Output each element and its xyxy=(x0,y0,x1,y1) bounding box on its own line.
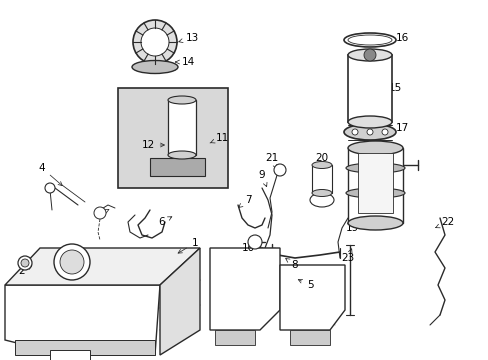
Text: 20: 20 xyxy=(315,153,329,169)
Ellipse shape xyxy=(347,49,391,61)
Text: 9: 9 xyxy=(258,170,266,186)
Bar xyxy=(168,100,196,155)
Circle shape xyxy=(366,129,372,135)
Text: 3: 3 xyxy=(97,209,109,219)
Bar xyxy=(347,148,402,223)
Text: 18: 18 xyxy=(383,187,404,198)
Bar xyxy=(357,153,392,213)
Ellipse shape xyxy=(311,162,331,168)
Circle shape xyxy=(21,259,29,267)
Circle shape xyxy=(351,129,357,135)
Bar xyxy=(347,55,391,122)
Circle shape xyxy=(141,28,169,56)
Text: 2: 2 xyxy=(19,266,32,276)
Text: 19: 19 xyxy=(345,219,358,233)
Ellipse shape xyxy=(346,163,404,173)
Text: 14: 14 xyxy=(175,57,194,67)
Circle shape xyxy=(60,250,84,274)
Ellipse shape xyxy=(347,116,391,128)
Ellipse shape xyxy=(343,33,395,47)
Text: 8: 8 xyxy=(285,258,298,270)
Circle shape xyxy=(381,129,387,135)
Ellipse shape xyxy=(168,151,196,159)
Circle shape xyxy=(45,183,55,193)
Ellipse shape xyxy=(347,216,402,230)
Ellipse shape xyxy=(347,35,391,45)
Bar xyxy=(289,330,329,345)
Text: 13: 13 xyxy=(179,33,198,43)
Text: 4: 4 xyxy=(39,163,62,186)
Text: 15: 15 xyxy=(381,83,401,93)
Circle shape xyxy=(18,256,32,270)
Circle shape xyxy=(363,49,375,61)
Text: 10: 10 xyxy=(241,240,254,253)
Text: 11: 11 xyxy=(210,133,228,143)
Polygon shape xyxy=(160,248,200,355)
Polygon shape xyxy=(280,265,345,330)
Text: 6: 6 xyxy=(159,217,171,227)
Bar xyxy=(118,88,227,188)
Text: 5: 5 xyxy=(298,279,313,290)
Bar xyxy=(311,165,331,193)
Text: 16: 16 xyxy=(388,33,408,43)
Text: 7: 7 xyxy=(238,195,251,207)
Bar xyxy=(215,330,254,345)
Ellipse shape xyxy=(347,141,402,155)
Ellipse shape xyxy=(343,124,395,140)
Polygon shape xyxy=(15,340,155,355)
Circle shape xyxy=(247,235,262,249)
Polygon shape xyxy=(50,350,90,360)
Circle shape xyxy=(54,244,90,280)
Bar xyxy=(150,158,204,176)
Text: 22: 22 xyxy=(435,217,454,228)
Text: 12: 12 xyxy=(141,140,164,150)
Polygon shape xyxy=(209,248,280,330)
Ellipse shape xyxy=(132,60,178,73)
Polygon shape xyxy=(5,285,160,355)
Polygon shape xyxy=(5,248,200,285)
Text: 17: 17 xyxy=(388,123,408,133)
Text: 1: 1 xyxy=(178,238,198,253)
Ellipse shape xyxy=(309,193,333,207)
Text: 21: 21 xyxy=(265,153,278,169)
Text: 23: 23 xyxy=(341,249,354,263)
Ellipse shape xyxy=(346,188,404,198)
Circle shape xyxy=(273,164,285,176)
Ellipse shape xyxy=(168,96,196,104)
Circle shape xyxy=(94,207,106,219)
Circle shape xyxy=(133,20,177,64)
Ellipse shape xyxy=(311,189,331,197)
